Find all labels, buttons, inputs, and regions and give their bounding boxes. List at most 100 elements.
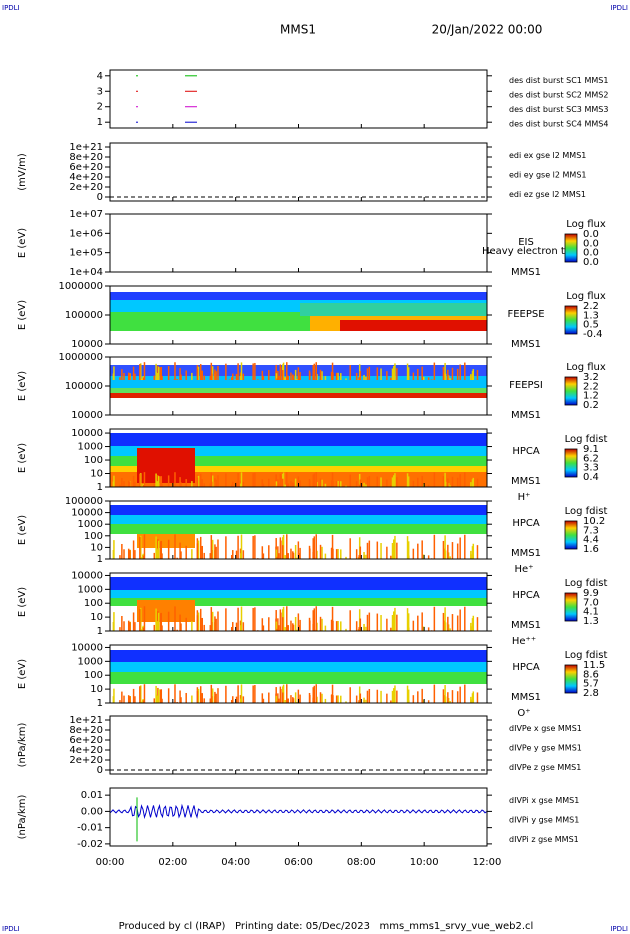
panel-frame xyxy=(109,715,488,775)
colorbar-tick-label: 10.2 xyxy=(583,516,605,527)
spectrogram-fill xyxy=(199,608,202,631)
colorbar-title: Log fdist xyxy=(565,434,608,445)
spectrogram-fill xyxy=(211,366,214,380)
spectrogram-fill xyxy=(278,625,280,631)
colorbar-tick-label: 0.0 xyxy=(583,238,599,249)
spectrogram-fill xyxy=(268,370,270,380)
spectrogram-fill xyxy=(315,684,317,703)
y-tick-label: 0.01 xyxy=(81,790,103,801)
spectrogram-fill xyxy=(110,393,487,398)
spectrogram-fill xyxy=(471,370,474,380)
spectrogram-fill xyxy=(355,695,358,703)
spectrogram-fill xyxy=(407,541,410,559)
spectrogram-fill xyxy=(391,477,394,487)
spectrogram-fill xyxy=(299,372,301,380)
y-tick-label: 6e+20 xyxy=(69,735,103,746)
spectrogram-fill xyxy=(155,685,157,703)
spectrogram-fill xyxy=(242,696,245,703)
spectrogram-fill xyxy=(225,536,227,559)
spectrogram-fill xyxy=(470,482,472,487)
y-tick-label: 0 xyxy=(97,192,103,203)
spectrogram-fill xyxy=(232,622,234,631)
spectrogram-fill xyxy=(215,693,217,703)
spectrogram-fill xyxy=(315,534,317,559)
spectrogram-fill xyxy=(197,366,200,380)
spectrogram-fill xyxy=(129,622,131,631)
spectrogram-fill xyxy=(417,543,419,559)
spectrogram-fill xyxy=(331,534,334,559)
colorbar-tick-label: 2.2 xyxy=(583,381,599,392)
spectrogram-fill xyxy=(225,473,227,487)
spectrogram-fill xyxy=(386,371,388,380)
spectrogram-fill xyxy=(313,379,316,380)
spectrogram-fill xyxy=(139,536,141,559)
spectrogram-fill xyxy=(297,476,300,487)
spectrogram-fill xyxy=(268,617,270,631)
spectrogram-fill xyxy=(363,374,365,380)
spectrogram-fill xyxy=(143,606,146,631)
y-tick-label: 2e+20 xyxy=(69,755,103,766)
spectrogram-fill xyxy=(110,466,487,472)
colorbar-tick-label: -0.4 xyxy=(583,329,603,340)
spectrogram-fill xyxy=(230,484,233,487)
y-tick-label: 100000 xyxy=(65,310,103,321)
spectrogram-fill xyxy=(155,536,157,559)
spectrogram-fill xyxy=(214,478,216,487)
spectrogram-fill xyxy=(276,701,278,703)
y-tick-label: 1000 xyxy=(78,519,103,530)
spectrogram-fill xyxy=(279,474,282,487)
spectrogram-fill xyxy=(242,622,245,631)
spectrogram-fill xyxy=(215,371,217,380)
x-tick-label: 08:00 xyxy=(347,857,376,868)
spectrogram-fill xyxy=(196,477,199,487)
panel-label: MMS1 xyxy=(511,620,541,631)
spectrogram-fill xyxy=(390,485,392,487)
spectrogram-fill xyxy=(157,689,160,703)
spectrogram-fill xyxy=(159,476,162,487)
spectrogram-fill xyxy=(225,363,227,380)
spectrogram-fill xyxy=(261,546,264,559)
spectrogram-fill xyxy=(230,377,233,380)
spectrogram-fill xyxy=(292,697,294,703)
legend-entry: des dist burst SC2 MMS2 xyxy=(509,90,608,99)
x-tick-label: 02:00 xyxy=(158,857,187,868)
spectrogram-fill xyxy=(123,695,125,703)
corner-mark: IPDLI xyxy=(2,925,20,933)
spectrogram-fill xyxy=(276,628,278,631)
spectrogram-fill xyxy=(214,616,216,631)
spectrogram-fill xyxy=(279,686,282,703)
spectrogram-fill xyxy=(159,689,162,703)
spectrogram-fill xyxy=(396,368,398,380)
spectrogram-fill xyxy=(296,629,298,631)
spectrogram-fill xyxy=(447,369,449,380)
colorbar-tick-label: 1.2 xyxy=(583,391,599,402)
spectrogram-fill xyxy=(451,542,454,559)
spectrogram-fill xyxy=(390,627,392,631)
colorbar xyxy=(564,376,578,406)
spectrogram-fill xyxy=(282,472,285,487)
spectrogram-fill xyxy=(447,375,450,380)
x-tick-label: 00:00 xyxy=(96,857,125,868)
spectrogram-fill xyxy=(275,549,278,559)
colorbar-title: Log flux xyxy=(566,362,606,373)
colorbar-tick-label: 0.0 xyxy=(583,248,599,259)
spectrogram-fill xyxy=(127,480,130,487)
y-tick-label: 10 xyxy=(90,684,103,695)
colorbar-tick-label: 0.5 xyxy=(583,320,599,331)
spectrogram-fill xyxy=(312,697,314,703)
colorbar-tick-label: 0.4 xyxy=(583,472,599,483)
spectrogram-fill xyxy=(217,475,219,487)
spectrogram-fill xyxy=(153,483,156,487)
spectrogram-fill xyxy=(321,479,323,487)
y-tick-label: 10000 xyxy=(71,642,103,653)
spectrogram-fill xyxy=(335,481,338,487)
y-tick-label: 100000 xyxy=(65,381,103,392)
panel-label: H⁺ xyxy=(518,492,531,503)
y-axis-label: (mV/m) xyxy=(17,153,28,191)
spectrogram-fill xyxy=(284,700,286,703)
spectrogram-fill xyxy=(203,483,205,487)
y-tick-label: 1 xyxy=(97,698,103,709)
spectrogram-fill xyxy=(335,621,338,631)
spectrogram-fill xyxy=(142,377,145,380)
spectrogram-fill xyxy=(319,616,322,631)
